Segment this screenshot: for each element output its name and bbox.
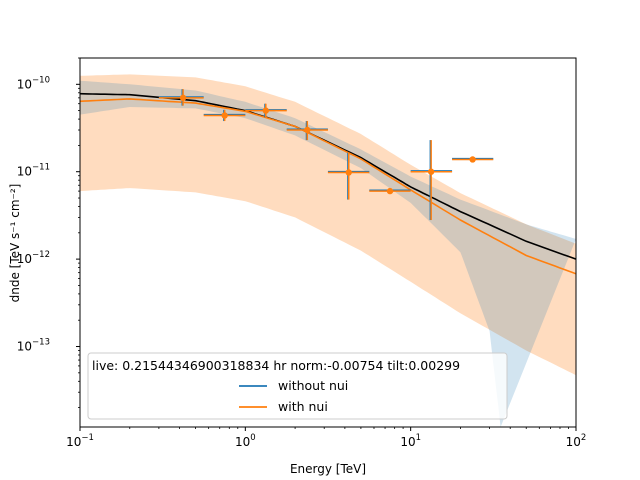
plot-area [80,74,576,427]
x-axis-label: Energy [TeV] [290,462,366,476]
flux-point-marker-2 [262,107,270,114]
flux-point-marker-5 [386,187,394,195]
legend: live: 0.21544346900318834 hr norm:-0.007… [87,352,508,420]
band-without-nui [80,80,576,427]
legend-label-with-nui: with nui [278,399,328,414]
flux-point-marker-3 [304,126,311,134]
band-with-nui [80,74,576,376]
legend-title: live: 0.21544346900318834 hr norm:-0.007… [92,358,460,373]
flux-point-marker-7 [469,156,476,163]
flux-point-marker-6 [427,168,435,175]
flux-point-marker-0 [179,94,187,102]
axes-frame [79,57,577,428]
y-axis-label: dnde [TeV s⁻¹ cm⁻²] [8,184,22,303]
legend-label-without-nui: without nui [278,378,348,393]
legend-box [87,352,508,420]
model-line-with-nui [80,98,576,275]
flux-point-marker-4 [345,169,352,176]
flux-point-marker-1 [221,112,228,119]
